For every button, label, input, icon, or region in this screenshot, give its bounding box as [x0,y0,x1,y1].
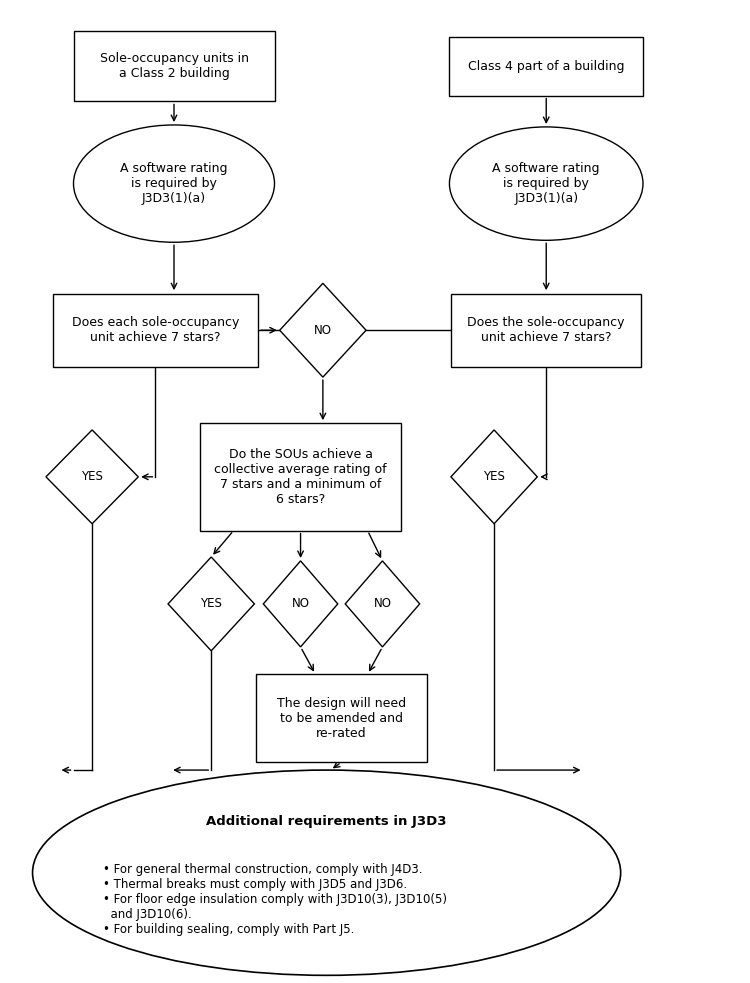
Text: NO: NO [374,598,392,610]
Polygon shape [263,561,338,647]
Text: A software rating
is required by
J3D3(1)(a): A software rating is required by J3D3(1)… [120,162,228,205]
Text: The design will need
to be amended and
re-rated: The design will need to be amended and r… [277,697,406,740]
FancyBboxPatch shape [256,674,427,762]
Text: NO: NO [292,598,310,610]
Text: Does the sole-occupancy
unit achieve 7 stars?: Does the sole-occupancy unit achieve 7 s… [467,317,625,344]
FancyBboxPatch shape [452,294,641,367]
Text: • For general thermal construction, comply with J4D3.
• Thermal breaks must comp: • For general thermal construction, comp… [104,863,447,936]
Ellipse shape [449,127,643,240]
Ellipse shape [74,125,274,242]
Polygon shape [168,557,254,651]
FancyBboxPatch shape [53,294,258,367]
Polygon shape [280,283,366,377]
FancyBboxPatch shape [449,37,643,95]
Text: YES: YES [81,470,103,484]
Text: A software rating
is required by
J3D3(1)(a): A software rating is required by J3D3(1)… [493,162,600,205]
Text: Additional requirements in J3D3: Additional requirements in J3D3 [206,815,447,829]
FancyBboxPatch shape [200,423,401,531]
Text: Class 4 part of a building: Class 4 part of a building [468,60,625,73]
Polygon shape [345,561,420,647]
Ellipse shape [32,770,621,975]
Text: YES: YES [200,598,222,610]
Text: NO: NO [314,323,332,337]
Polygon shape [46,430,138,524]
Text: Sole-occupancy units in
a Class 2 building: Sole-occupancy units in a Class 2 buildi… [100,52,248,81]
Polygon shape [451,430,537,524]
Text: YES: YES [483,470,505,484]
Text: Does each sole-occupancy
unit achieve 7 stars?: Does each sole-occupancy unit achieve 7 … [72,317,239,344]
Text: Do the SOUs achieve a
collective average rating of
7 stars and a minimum of
6 st: Do the SOUs achieve a collective average… [214,448,387,506]
FancyBboxPatch shape [74,31,274,101]
